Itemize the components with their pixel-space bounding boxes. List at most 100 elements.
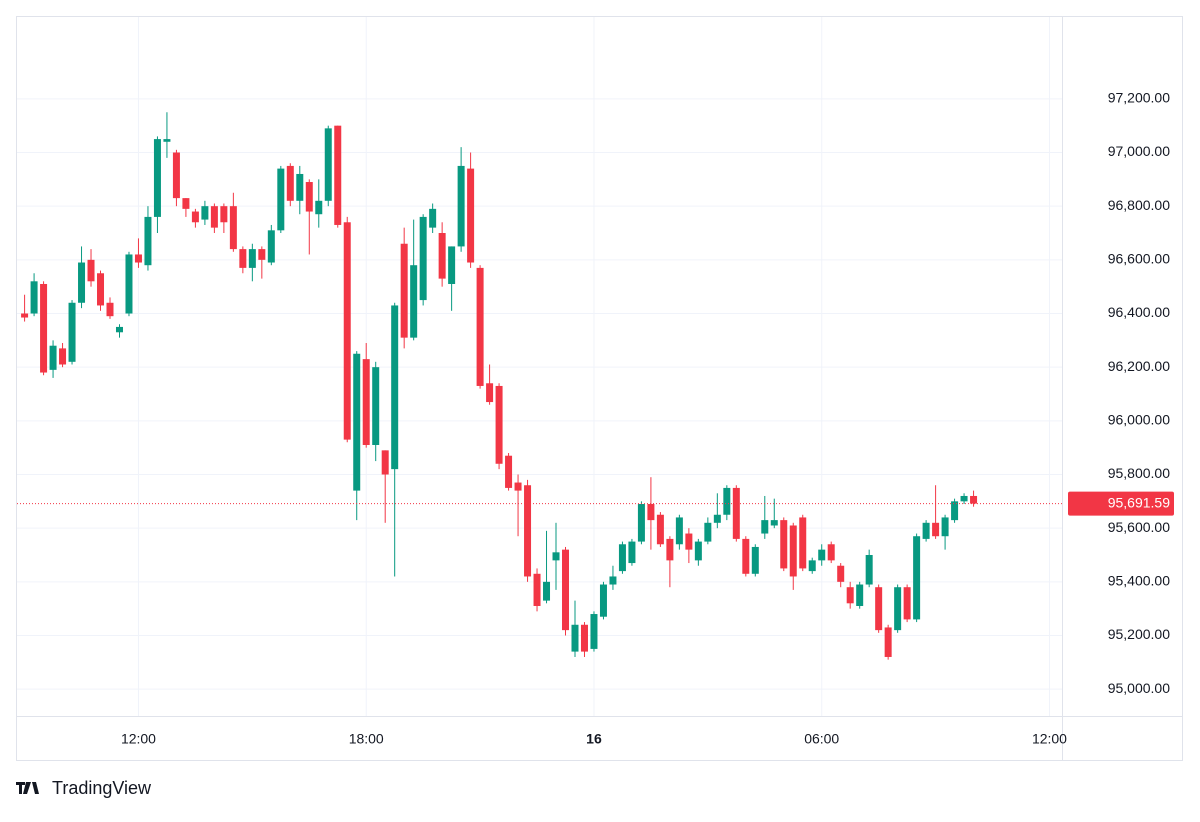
- last-price-badge: [1068, 491, 1174, 516]
- candle-body: [960, 495, 968, 502]
- candle-body: [932, 522, 940, 537]
- x-tick-label: 16: [586, 731, 602, 747]
- candle-body: [675, 517, 683, 545]
- candle-body: [780, 520, 788, 569]
- candle-body: [429, 208, 437, 228]
- candle-body: [903, 587, 911, 620]
- candle-body: [647, 504, 655, 521]
- candle-body: [163, 139, 171, 142]
- candle-body: [201, 206, 209, 220]
- candle-body: [495, 385, 503, 464]
- candle-body: [951, 501, 959, 521]
- candle-body: [609, 576, 617, 585]
- candle-body: [514, 482, 522, 491]
- candle-body: [837, 565, 845, 582]
- candle-body: [153, 139, 161, 217]
- candle-body: [723, 487, 731, 515]
- candle-body: [751, 546, 759, 574]
- candle-body: [286, 165, 294, 201]
- candle-body: [248, 249, 256, 268]
- candle-body: [229, 206, 237, 250]
- candle-body: [704, 522, 712, 542]
- y-tick-label: 95,200.00: [1108, 626, 1170, 642]
- candle-body: [618, 544, 626, 572]
- candle-body: [742, 538, 750, 574]
- candle-body: [391, 305, 399, 470]
- candle-body: [694, 541, 702, 561]
- candle-body: [789, 525, 797, 577]
- candle-body: [884, 627, 892, 657]
- candle-body: [628, 541, 636, 564]
- candle-body: [761, 520, 769, 534]
- candle-body: [106, 302, 114, 317]
- candle-body: [419, 216, 427, 301]
- candle-body: [277, 168, 285, 231]
- y-tick-label: 96,400.00: [1108, 304, 1170, 320]
- y-tick-label: 96,000.00: [1108, 412, 1170, 428]
- y-tick-label: 96,600.00: [1108, 251, 1170, 267]
- candle-body: [267, 230, 275, 263]
- candle-body: [144, 216, 152, 266]
- y-tick-label: 95,400.00: [1108, 573, 1170, 589]
- candle-body: [448, 246, 456, 284]
- candle-body: [457, 165, 465, 247]
- candle-body: [400, 243, 408, 338]
- candle-body: [571, 624, 579, 652]
- candle-body: [134, 254, 142, 263]
- x-tick-label: 12:00: [121, 731, 156, 747]
- candles: [21, 112, 978, 660]
- candle-body: [239, 249, 247, 268]
- candle-body: [40, 283, 48, 373]
- candle-body: [125, 254, 133, 314]
- grid: [17, 17, 1062, 716]
- candle-body: [732, 487, 740, 539]
- candle-body: [305, 182, 313, 212]
- candle-body: [543, 581, 551, 601]
- y-tick-label: 95,000.00: [1108, 680, 1170, 696]
- candle-body: [599, 584, 607, 617]
- candle-body: [191, 211, 199, 223]
- candle-body: [381, 450, 389, 475]
- candle-body: [210, 206, 218, 228]
- candle-body: [941, 517, 949, 537]
- y-tick-label: 95,600.00: [1108, 519, 1170, 535]
- candle-body: [115, 326, 123, 333]
- candle-body: [353, 353, 361, 491]
- y-tick-label: 95,800.00: [1108, 465, 1170, 481]
- candle-body: [172, 152, 180, 199]
- y-tick-label: 96,200.00: [1108, 358, 1170, 374]
- candle-body: [372, 367, 380, 445]
- brand-name: TradingView: [52, 778, 152, 798]
- candle-body: [220, 206, 228, 223]
- candle-body: [182, 198, 190, 209]
- candle-body: [970, 495, 978, 504]
- candle-body: [713, 514, 721, 523]
- candle-body: [818, 549, 826, 561]
- chart-frame: [16, 16, 1183, 761]
- candle-body: [21, 313, 29, 318]
- candle-body: [656, 514, 664, 545]
- last-price-label: 95,691.59: [1108, 494, 1170, 510]
- candle-body: [258, 249, 266, 260]
- candle-body: [827, 544, 835, 561]
- candle-body: [324, 128, 332, 201]
- candle-body: [894, 587, 902, 631]
- candle-body: [846, 587, 854, 604]
- candle-body: [438, 233, 446, 279]
- candle-body: [590, 614, 598, 649]
- candle-body: [49, 345, 57, 370]
- candle-body: [552, 552, 560, 561]
- candle-body: [486, 383, 494, 403]
- candle-body: [524, 485, 532, 577]
- logo: TradingView: [16, 778, 152, 798]
- candle-body: [580, 624, 588, 652]
- candle-body: [913, 536, 921, 620]
- candle-body: [666, 538, 674, 561]
- candle-body: [856, 584, 864, 606]
- candle-body: [922, 522, 930, 539]
- candle-body: [562, 549, 570, 631]
- candle-body: [30, 281, 38, 314]
- candle-body: [68, 302, 76, 362]
- x-tick-label: 06:00: [804, 731, 839, 747]
